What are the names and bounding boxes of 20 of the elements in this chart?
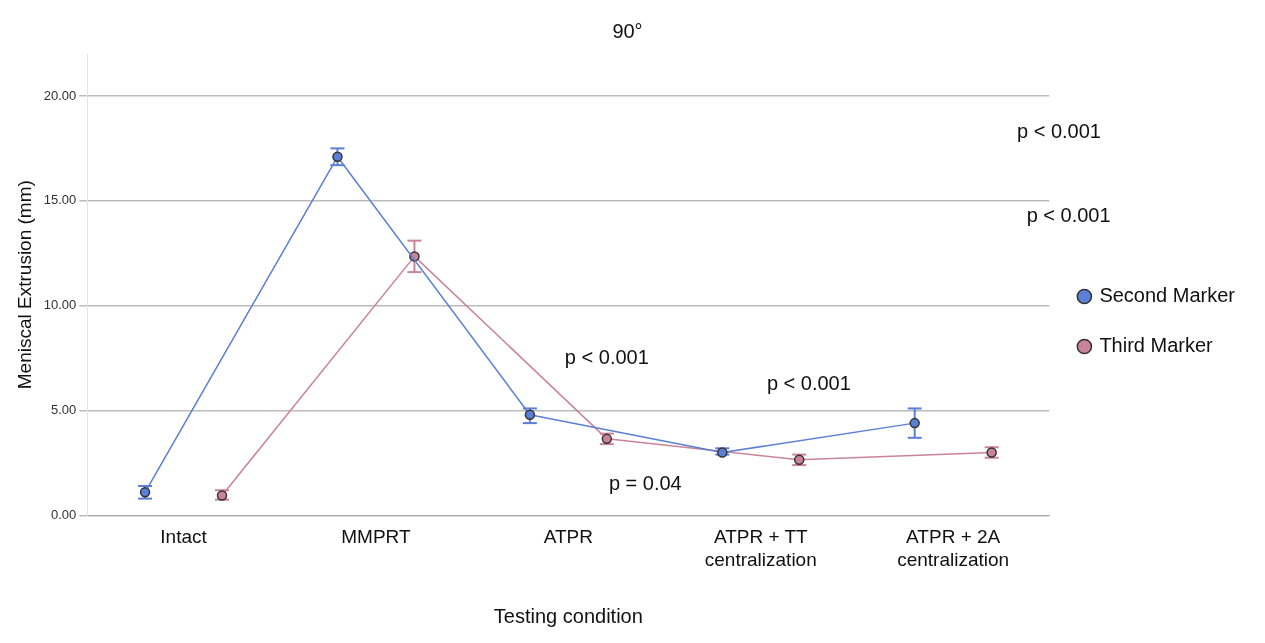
annotation: p < 0.001 bbox=[1017, 119, 1101, 142]
y-tick-label: 20.00 bbox=[43, 87, 77, 103]
chart-title: 90° bbox=[612, 19, 643, 42]
legend-label: Second Marker bbox=[1099, 284, 1236, 307]
y-tick-label: 5.00 bbox=[51, 402, 77, 418]
y-tick-label: 15.00 bbox=[43, 192, 77, 208]
annotation: p < 0.001 bbox=[766, 371, 851, 394]
y-axis-title: Meniscal Extrusion (mm) bbox=[13, 180, 35, 390]
y-tick-label: 10.00 bbox=[43, 297, 77, 313]
annotation: p < 0.001 bbox=[564, 346, 649, 369]
annotation: p = 0.04 bbox=[608, 472, 682, 495]
x-tick-label: ATPR + TT centralization bbox=[704, 526, 817, 570]
y-tick-label: 0.00 bbox=[51, 506, 77, 522]
x-tick-label: MMPRT bbox=[341, 526, 411, 548]
x-axis-title: Testing condition bbox=[493, 604, 643, 627]
x-tick-label: ATPR + 2A centralization bbox=[897, 526, 1010, 570]
x-tick-label: ATPR bbox=[543, 526, 593, 548]
legend-label: Third Marker bbox=[1099, 334, 1214, 357]
x-tick-label: Intact bbox=[160, 526, 208, 548]
annotation: p < 0.001 bbox=[1026, 203, 1111, 226]
